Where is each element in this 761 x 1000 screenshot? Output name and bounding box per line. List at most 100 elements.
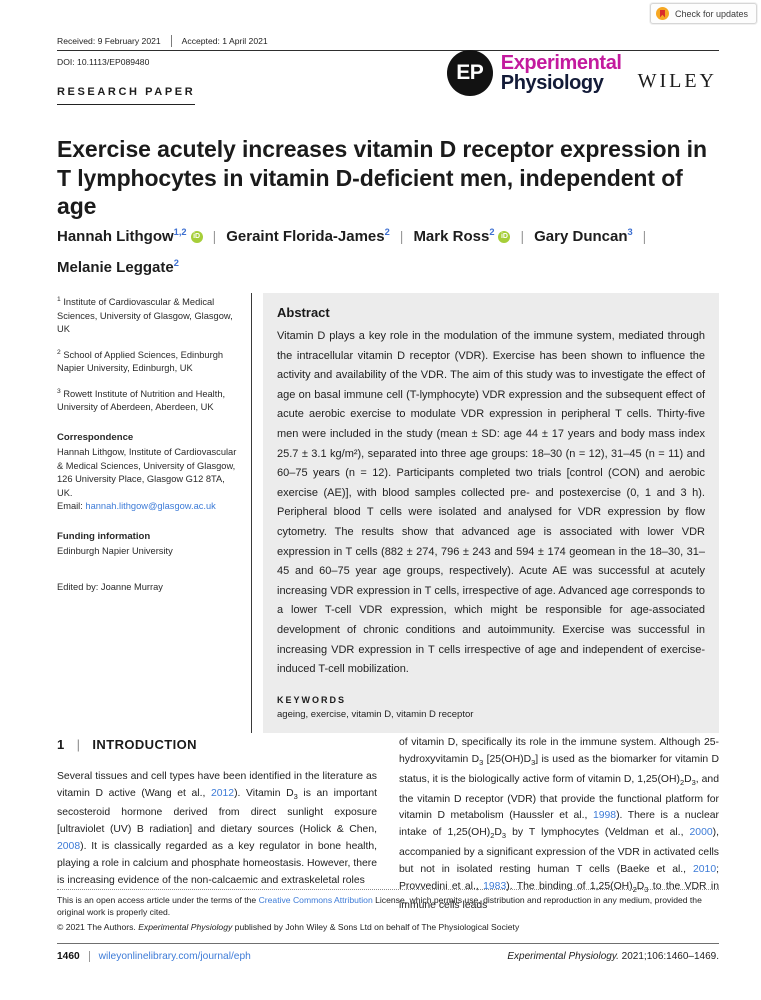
text-link[interactable]: Creative Commons Attribution <box>258 895 373 905</box>
text-segment: | <box>642 228 647 244</box>
affiliation-sup: 3 <box>57 387 61 395</box>
text-segment: Several tissues and cell types have been… <box>57 770 377 799</box>
journal-name-bottom: Physiology <box>500 72 604 94</box>
affiliation-3: 3 Rowett Institute of Nutrition and Heal… <box>57 385 241 415</box>
affiliation-text: Rowett Institute of Nutrition and Health… <box>57 388 226 413</box>
text-segment: Hannah Lithgow <box>57 228 174 245</box>
text-segment: | <box>520 228 525 244</box>
doi: DOI: 10.1113/EP089480 <box>57 57 150 67</box>
citation-info: Experimental Physiology. 2021;106:1460–1… <box>507 951 719 962</box>
text-link[interactable]: hannah.lithgow@glasgow.ac.uk <box>85 501 216 512</box>
text-segment: | <box>212 228 217 244</box>
text-segment: ). There is a nuclear intake of 1,25(OH) <box>399 810 719 839</box>
section-heading: 1 | INTRODUCTION <box>57 737 377 754</box>
abstract-rail: Abstract Vitamin D plays a key role in t… <box>251 293 719 733</box>
section-title: INTRODUCTION <box>92 737 197 752</box>
text-segment: 2 <box>679 777 685 787</box>
text-link[interactable]: 2010 <box>692 863 717 875</box>
funding-heading: Funding information <box>57 530 151 542</box>
text-segment: 2 <box>384 227 390 237</box>
text-segment: Melanie Leggate <box>57 259 174 276</box>
wiley-logo: WILEY <box>637 70 717 92</box>
text-segment: 3 <box>293 791 298 801</box>
sidebar: 1 Institute of Cardiovascular & Medical … <box>57 293 251 733</box>
correspondence-email: Email: hannah.lithgow@glasgow.ac.uk <box>57 500 241 514</box>
text-segment: 3 <box>531 757 536 767</box>
orcid-icon[interactable]: iD <box>190 231 203 243</box>
text-segment: License, which permits use, distribution… <box>57 895 702 917</box>
affiliation-2: 2 School of Applied Sciences, Edinburgh … <box>57 346 241 376</box>
text-segment: of vitamin D, specifically its role in t… <box>399 737 719 765</box>
text-segment: to the VDR in immune cells leads <box>399 880 719 912</box>
section-heading-divider: | <box>76 737 81 752</box>
text-segment: D <box>494 827 502 839</box>
check-for-updates-button[interactable]: Check for updates <box>649 3 757 24</box>
text-segment: © 2021 The Authors. <box>57 921 139 932</box>
abstract-panel: Abstract Vitamin D plays a key role in t… <box>263 293 719 733</box>
header-meta: Received: 9 February 2021 Accepted: 1 Ap… <box>57 35 268 47</box>
text-segment: 2 <box>173 258 179 268</box>
intro-left-column: 1 | INTRODUCTION Several tissues and cell … <box>57 735 377 915</box>
text-segment: is an important secosteroid hormone deri… <box>57 787 377 836</box>
text-segment: by T lymphocytes (Veldman et al., <box>506 827 690 839</box>
intro-right-column: of vitamin D, specifically its role in t… <box>399 735 719 915</box>
correspondence-text: Hannah Lithgow, Institute of Cardiovascu… <box>57 447 237 498</box>
journal-logo: EP Experimental Physiology WILEY <box>446 50 717 96</box>
text-segment: Experimental Physiology <box>138 921 233 932</box>
accepted-date: Accepted: 1 April 2021 <box>181 36 268 46</box>
text-segment: 2 <box>490 831 495 841</box>
text-segment: D <box>684 773 692 785</box>
copyright-text: © 2021 The Authors. Experimental Physiol… <box>57 922 719 934</box>
text-segment: 3 <box>479 757 484 767</box>
text-link[interactable]: 1998 <box>592 810 617 822</box>
edited-by: Edited by: Joanne Murray <box>57 581 163 592</box>
text-link[interactable]: 1983 <box>483 880 507 892</box>
affiliation-sup: 1 <box>57 296 61 303</box>
affiliation-text: School of Applied Sciences, Edinburgh Na… <box>57 349 224 374</box>
text-segment: | <box>399 228 404 244</box>
correspondence-heading: Correspondence <box>57 431 134 443</box>
text-segment: Geraint Florida-James <box>226 228 385 245</box>
affiliation-1: 1 Institute of Cardiovascular & Medical … <box>57 293 241 337</box>
keywords-heading: KEYWORDS <box>277 694 347 705</box>
text-link[interactable]: 2008 <box>57 841 81 853</box>
text-segment: This is an open access article under the… <box>57 895 259 905</box>
check-for-updates-label: Check for updates <box>674 8 748 19</box>
license-text: This is an open access article under the… <box>57 895 719 919</box>
footer-rule <box>57 943 719 944</box>
text-segment: Email: <box>57 501 86 512</box>
affiliation-sup: 2 <box>57 348 61 356</box>
bookmark-icon <box>655 7 669 20</box>
text-segment: ] is used as the biomarker for vitamin D… <box>399 753 719 785</box>
journal-name: Experimental Physiology <box>500 51 622 94</box>
intro-paragraph-left: Several tissues and cell types have been… <box>57 769 377 890</box>
main-block: 1 Institute of Cardiovascular & Medical … <box>57 293 719 733</box>
text-segment: published by John Wiley & Sons Ltd on be… <box>232 921 520 932</box>
footer: 1460 wileyonlinelibrary.com/journal/eph … <box>57 951 719 962</box>
journal-url-link[interactable]: wileyonlinelibrary.com/journal/eph <box>98 951 251 962</box>
text-segment: [25(OH)D <box>483 753 532 765</box>
text-link[interactable]: 2012 <box>210 787 235 799</box>
section-number: 1 <box>57 737 65 752</box>
affiliation-text: Institute of Cardiovascular & Medical Sc… <box>57 297 233 335</box>
text-segment: 3 <box>627 227 633 237</box>
text-segment: ). The binding of 1,25(OH) <box>506 880 633 892</box>
text-segment: ). It is classically regarded as a key r… <box>57 841 377 886</box>
text-segment: ), accompanied by a significant expressi… <box>399 827 719 875</box>
article-type-label: RESEARCH PAPER <box>57 86 196 105</box>
text-segment: 1,2 <box>173 227 187 237</box>
intro-paragraph-right: of vitamin D, specifically its role in t… <box>399 735 719 915</box>
footer-divider <box>88 951 90 962</box>
text-link[interactable]: 2000 <box>689 827 713 839</box>
text-segment: Mark Ross <box>413 228 490 245</box>
orcid-icon[interactable]: iD <box>498 231 511 243</box>
text-segment: 2021;106:1460–1469. <box>618 951 719 962</box>
meta-divider <box>170 35 172 47</box>
abstract-heading: Abstract <box>277 305 330 320</box>
text-segment: Gary Duncan <box>534 228 628 245</box>
paper-title: Exercise acutely increases vitamin D rec… <box>57 136 707 219</box>
journal-name-top: Experimental <box>500 51 622 74</box>
text-segment: ). Vitamin D <box>234 787 294 799</box>
ep-monogram-icon: EP <box>446 50 493 96</box>
